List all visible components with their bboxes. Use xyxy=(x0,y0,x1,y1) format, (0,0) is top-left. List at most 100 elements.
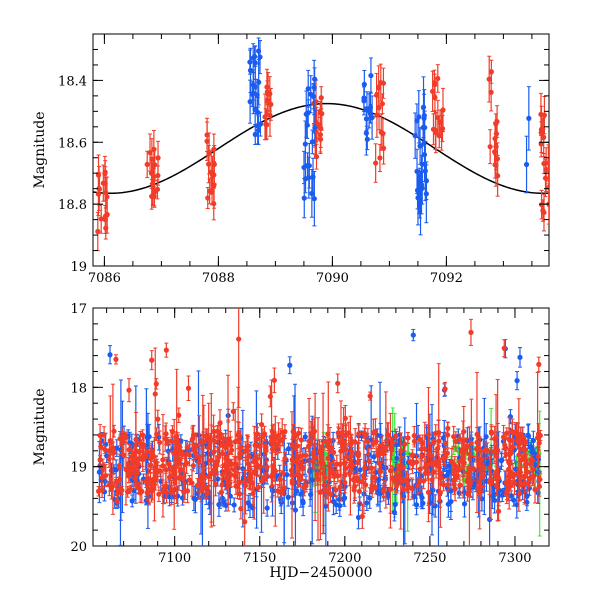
data-point xyxy=(116,462,122,469)
data-point xyxy=(394,455,400,461)
top-plot-frame xyxy=(92,33,550,267)
data-point xyxy=(168,438,174,444)
data-point xyxy=(335,380,341,386)
data-point xyxy=(385,493,392,499)
data-point xyxy=(323,503,329,509)
data-point xyxy=(175,493,181,499)
data-point xyxy=(333,502,339,508)
data-point xyxy=(361,474,367,480)
data-point xyxy=(325,455,331,461)
data-point xyxy=(377,155,383,161)
data-point xyxy=(392,501,398,507)
data-point xyxy=(442,386,448,392)
data-point xyxy=(372,474,378,480)
data-point xyxy=(318,454,325,460)
data-point xyxy=(289,441,295,448)
data-point xyxy=(402,441,408,447)
data-point xyxy=(517,354,523,360)
data-point xyxy=(121,452,127,458)
data-point xyxy=(435,75,441,82)
data-point xyxy=(440,435,446,441)
data-point xyxy=(337,484,343,490)
data-point xyxy=(198,438,204,445)
data-point xyxy=(361,95,367,101)
data-point xyxy=(133,436,139,443)
data-point xyxy=(237,491,243,497)
data-point xyxy=(526,115,532,121)
data-point xyxy=(304,163,311,169)
data-point xyxy=(268,438,275,444)
data-point xyxy=(152,391,158,397)
data-point xyxy=(231,502,237,508)
data-point xyxy=(373,160,379,166)
data-point xyxy=(514,378,520,384)
data-point xyxy=(378,129,384,135)
data-point xyxy=(219,450,226,457)
data-point xyxy=(133,448,140,455)
data-point xyxy=(430,487,436,493)
data-point xyxy=(113,467,119,473)
data-point xyxy=(102,213,109,219)
data-point xyxy=(208,470,215,476)
data-point xyxy=(278,497,284,503)
data-point xyxy=(211,428,217,434)
data-point xyxy=(464,443,470,449)
data-point xyxy=(413,502,420,508)
data-point xyxy=(479,456,485,463)
data-point xyxy=(294,443,300,449)
data-point xyxy=(366,108,372,114)
data-point xyxy=(442,440,449,446)
data-point xyxy=(501,345,507,351)
data-point xyxy=(146,434,152,440)
data-point xyxy=(305,86,311,92)
data-point xyxy=(536,361,542,367)
data-point xyxy=(431,439,437,445)
data-point xyxy=(129,458,136,464)
data-point xyxy=(178,466,184,472)
data-point xyxy=(132,475,138,481)
data-point xyxy=(445,432,451,438)
data-point xyxy=(323,438,329,445)
data-point xyxy=(545,160,549,166)
data-point xyxy=(468,329,474,335)
data-point xyxy=(367,495,373,501)
data-point xyxy=(144,448,150,455)
bottom-data-layer xyxy=(95,308,543,546)
data-point xyxy=(212,481,219,487)
data-point xyxy=(302,141,308,147)
data-point xyxy=(422,168,428,174)
top-ticks: 7086 7088 7090 7092 18.4 18.6 18.8 19 xyxy=(58,33,549,286)
data-point xyxy=(429,460,435,467)
data-point xyxy=(204,132,210,138)
data-point xyxy=(389,447,395,453)
data-point xyxy=(294,472,300,478)
data-point xyxy=(309,139,315,145)
data-point xyxy=(98,216,104,222)
data-point xyxy=(403,478,410,484)
data-point xyxy=(467,451,473,458)
data-point xyxy=(255,484,262,491)
data-point xyxy=(96,186,103,192)
data-point xyxy=(538,111,544,117)
data-point xyxy=(517,490,523,497)
data-point xyxy=(286,446,292,452)
data-point xyxy=(488,89,494,95)
data-point xyxy=(220,435,226,442)
data-point xyxy=(312,76,318,82)
data-point xyxy=(317,110,323,116)
data-point xyxy=(111,428,117,434)
data-point xyxy=(137,440,143,446)
data-point xyxy=(405,435,411,441)
data-point xyxy=(312,125,318,131)
data-point xyxy=(337,461,343,467)
data-point xyxy=(223,502,229,509)
data-point xyxy=(430,126,437,132)
data-point xyxy=(172,480,178,486)
data-point xyxy=(97,432,103,439)
data-point xyxy=(149,357,155,363)
data-point xyxy=(468,440,474,446)
data-point xyxy=(237,455,243,461)
data-point xyxy=(308,91,314,97)
data-point xyxy=(264,89,270,95)
